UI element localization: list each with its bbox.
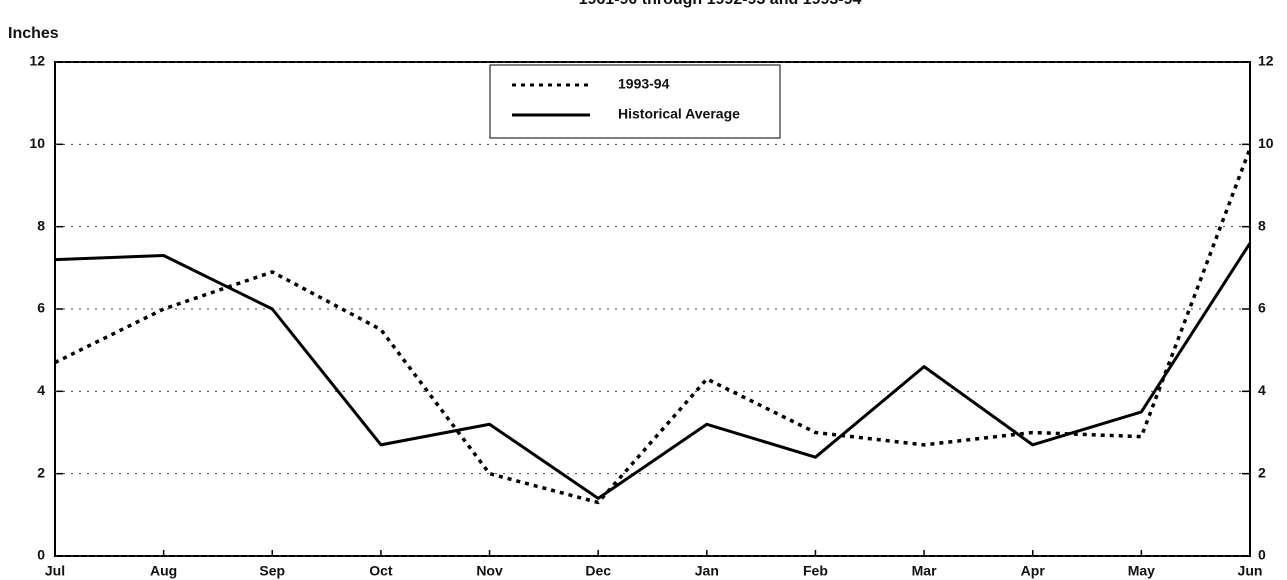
legend-label: Historical Average bbox=[618, 106, 740, 122]
y2-tick-label: 8 bbox=[1258, 217, 1266, 233]
x-tick-label: Apr bbox=[1021, 563, 1046, 579]
y-tick-label: 8 bbox=[37, 217, 45, 233]
x-tick-label: Dec bbox=[585, 563, 611, 579]
y-tick-label: 4 bbox=[37, 382, 45, 398]
x-tick-label: Jul bbox=[45, 563, 65, 579]
y-tick-label: 12 bbox=[29, 53, 45, 69]
x-tick-label: May bbox=[1128, 563, 1155, 579]
legend-box bbox=[489, 64, 781, 139]
y2-tick-label: 6 bbox=[1258, 300, 1266, 316]
y-tick-label: 2 bbox=[37, 464, 45, 480]
x-tick-label: Sep bbox=[259, 563, 285, 579]
x-tick-label: Nov bbox=[476, 563, 503, 579]
x-tick-label: Oct bbox=[369, 563, 393, 579]
y2-tick-label: 12 bbox=[1258, 53, 1274, 69]
legend: 1993-94 Historical Average bbox=[489, 64, 781, 139]
y2-tick-label: 2 bbox=[1258, 464, 1266, 480]
y2-tick-label: 10 bbox=[1258, 135, 1274, 151]
x-tick-label: Feb bbox=[803, 563, 828, 579]
y-tick-label: 0 bbox=[37, 547, 45, 563]
chart-title: 1961-90 through 1992-93 and 1993-94 bbox=[579, 0, 862, 8]
data-line bbox=[54, 242, 1252, 500]
x-tick-label: Jun bbox=[1238, 563, 1263, 579]
y2-tick-label: 0 bbox=[1258, 547, 1266, 563]
data-line bbox=[54, 147, 1252, 505]
y-axis-label: Inches bbox=[8, 25, 59, 42]
x-tick-label: Jan bbox=[695, 563, 719, 579]
x-tick-label: Mar bbox=[912, 563, 937, 579]
y-tick-label: 10 bbox=[29, 135, 45, 151]
y-tick-label: 6 bbox=[37, 300, 45, 316]
y2-tick-label: 4 bbox=[1258, 382, 1266, 398]
x-tick-label: Aug bbox=[150, 563, 177, 579]
legend-label: 1993-94 bbox=[618, 76, 670, 92]
